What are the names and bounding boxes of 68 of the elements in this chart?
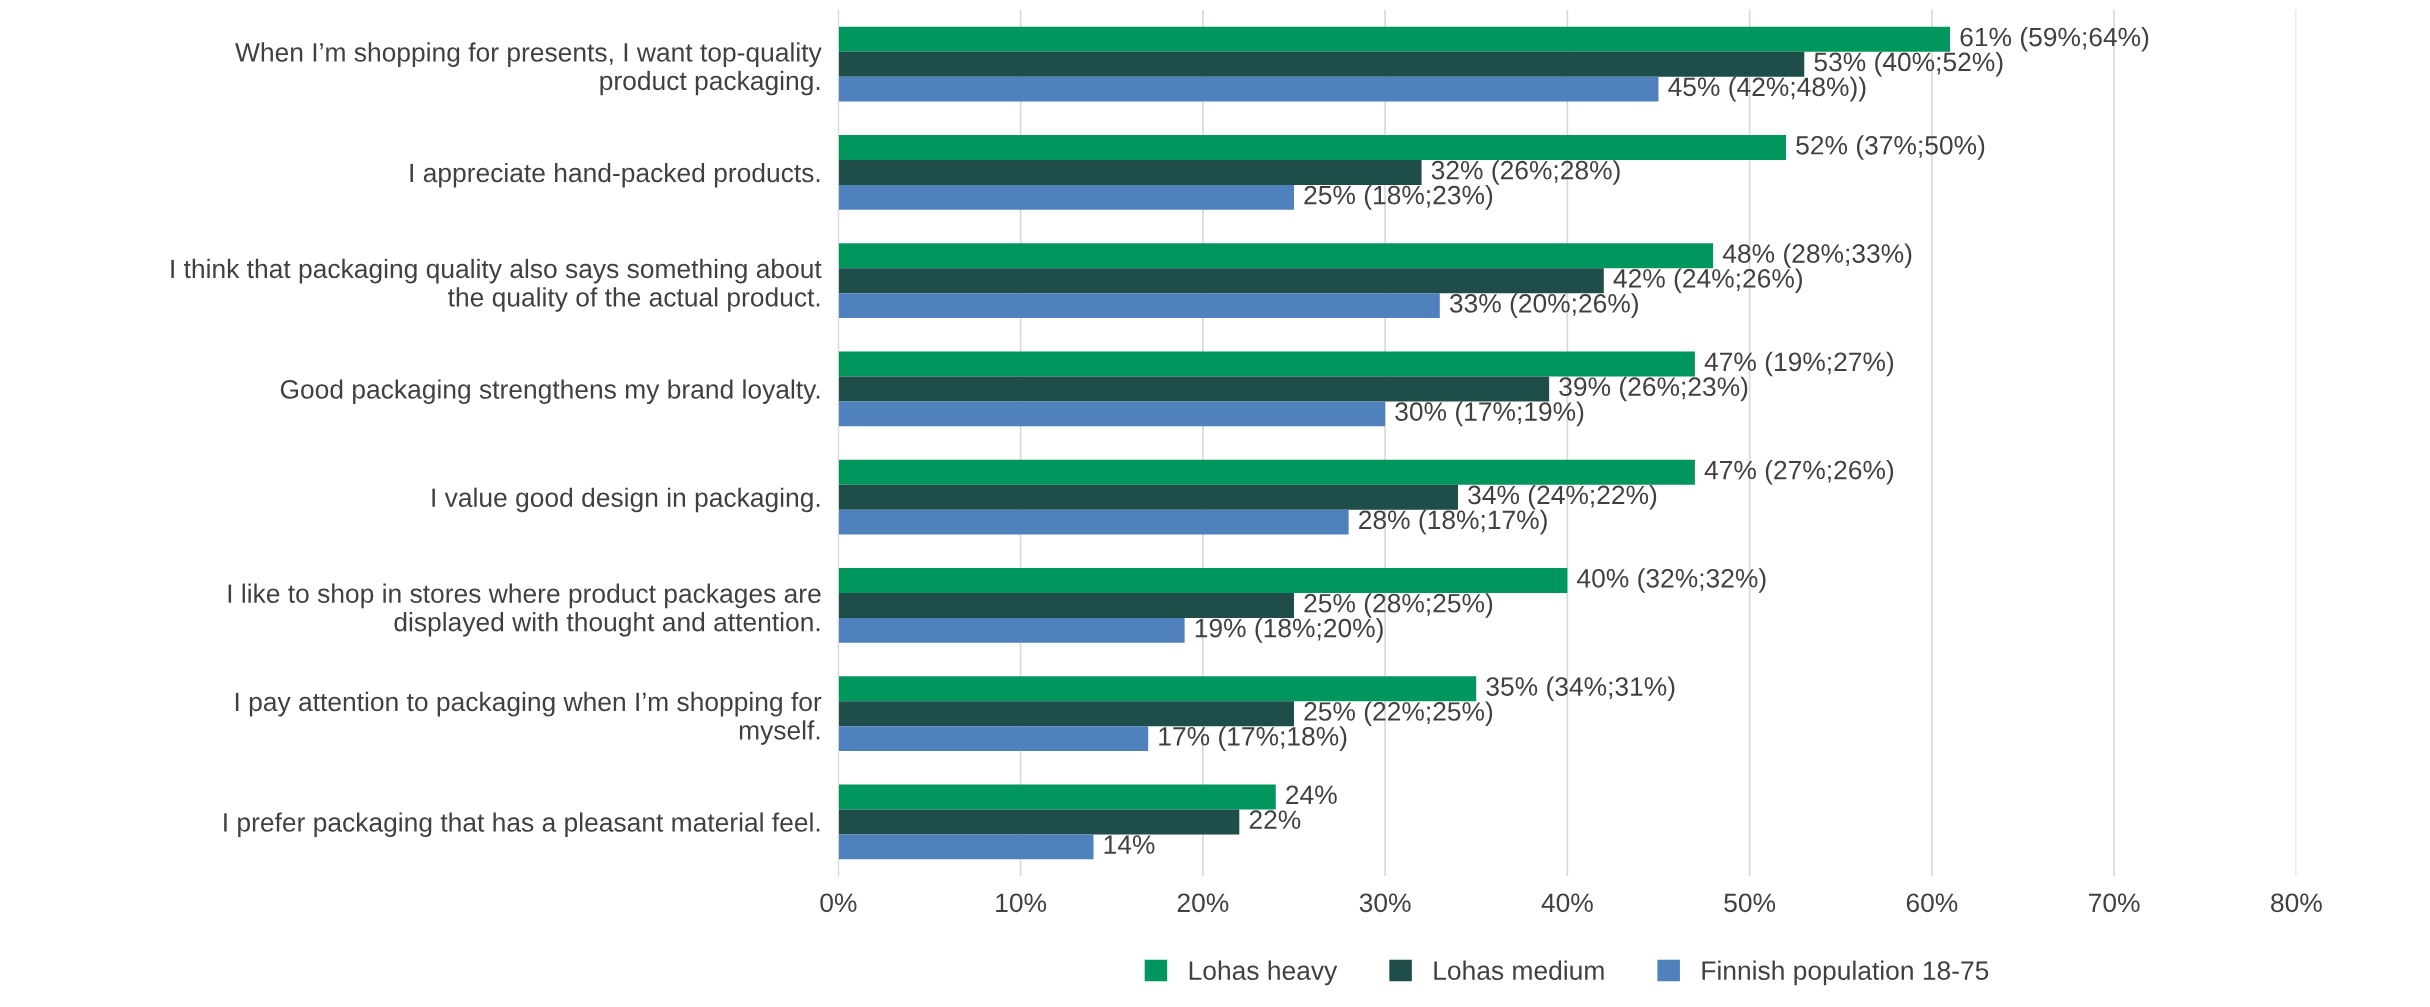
data-label: 47% (27%;26%) <box>1704 460 1894 485</box>
data-label: 17% (17%;18%) <box>1159 726 1347 751</box>
bar <box>838 676 1477 702</box>
data-label: 22% <box>1249 810 1301 829</box>
x-tick-label: 40% <box>1541 893 1593 913</box>
y-tick-label: I think that packaging quality also says something about the quality of the actual product. <box>171 258 822 312</box>
bar <box>838 160 1422 185</box>
bar <box>838 459 1695 485</box>
x-tick-label: 10% <box>996 893 1047 913</box>
data-label: 28% (18%;17%) <box>1359 509 1547 535</box>
bar <box>838 76 1659 102</box>
data-label: 14% <box>1104 835 1155 854</box>
bar <box>838 484 1458 510</box>
y-tick-label: When I’m shopping for presents, I want top-quality product packaging. <box>235 42 822 96</box>
data-label: 24% <box>1286 785 1337 805</box>
data-label: 42% (24%;26%) <box>1613 268 1802 293</box>
data-label: 61% (59%;64%) <box>1960 27 2149 52</box>
bar <box>838 726 1149 752</box>
data-label: 33% (20%;26%) <box>1449 293 1638 318</box>
x-tick-label: 0% <box>820 893 857 913</box>
y-tick-label: I value good design in packaging. <box>432 487 820 513</box>
data-label: 45% (42%;48%)) <box>1668 76 1866 102</box>
x-tick-label: 80% <box>2271 893 2322 913</box>
data-label: 39% (26%;23%) <box>1559 376 1748 402</box>
data-label: 19% (18%;20%) <box>1195 618 1383 643</box>
bar <box>838 701 1294 727</box>
bar <box>838 784 1276 810</box>
bar <box>838 351 1695 377</box>
data-label: 52% (37%;50%) <box>1796 135 1985 160</box>
data-label: 47% (19%;27%) <box>1704 351 1894 377</box>
data-label: 25% (22%;25%) <box>1304 701 1493 726</box>
y-tick-label: I prefer packaging that has a pleasant material feel. <box>224 812 820 837</box>
x-tick-label: 30% <box>1359 893 1411 913</box>
data-label: 48% (28%;33%) <box>1722 243 1912 269</box>
x-tick-label: 70% <box>2089 893 2140 913</box>
data-label: 40% (32%;32%) <box>1577 568 1766 593</box>
data-label: 34% (24%;22%) <box>1468 484 1657 510</box>
x-tick-label: 50% <box>1724 893 1776 913</box>
bar <box>838 834 1094 860</box>
bar <box>838 268 1604 294</box>
bar <box>838 243 1714 269</box>
bar <box>838 509 1349 535</box>
data-label: 35% (34%;31%) <box>1486 676 1675 702</box>
data-label: 25% (28%;25%) <box>1304 593 1493 618</box>
data-label: 53% (40%;52%) <box>1814 51 2003 77</box>
legend-label: Lohas heavy <box>1189 960 1338 986</box>
bar <box>838 26 1951 52</box>
bar <box>838 617 1185 643</box>
bar <box>838 593 1294 618</box>
data-label: 30% (17%;19%) <box>1395 401 1584 427</box>
bar <box>838 376 1550 402</box>
y-tick-label: Good packaging strengthens my brand loyalty. <box>280 379 820 404</box>
data-label: 25% (18%;23%) <box>1304 185 1493 210</box>
bar <box>838 135 1787 160</box>
y-tick-label: I pay attention to packaging when I’m shopping for myself. <box>235 691 822 745</box>
bar <box>838 51 1805 77</box>
bar <box>838 809 1240 835</box>
bar <box>838 568 1568 594</box>
x-tick-label: 20% <box>1177 893 1229 913</box>
bar <box>838 293 1440 319</box>
y-tick-label: I like to shop in stores where product packages are displayed with thought and attention. <box>228 583 821 637</box>
data-label: 32% (26%;28%) <box>1431 160 1620 185</box>
y-tick-label: I appreciate hand-packed products. <box>410 162 820 188</box>
bar <box>838 184 1294 210</box>
legend-label: Finnish population 18-75 <box>1702 960 1989 986</box>
bar <box>838 401 1386 427</box>
x-tick-label: 60% <box>1906 893 1958 913</box>
legend-label: Lohas medium <box>1434 960 1604 980</box>
